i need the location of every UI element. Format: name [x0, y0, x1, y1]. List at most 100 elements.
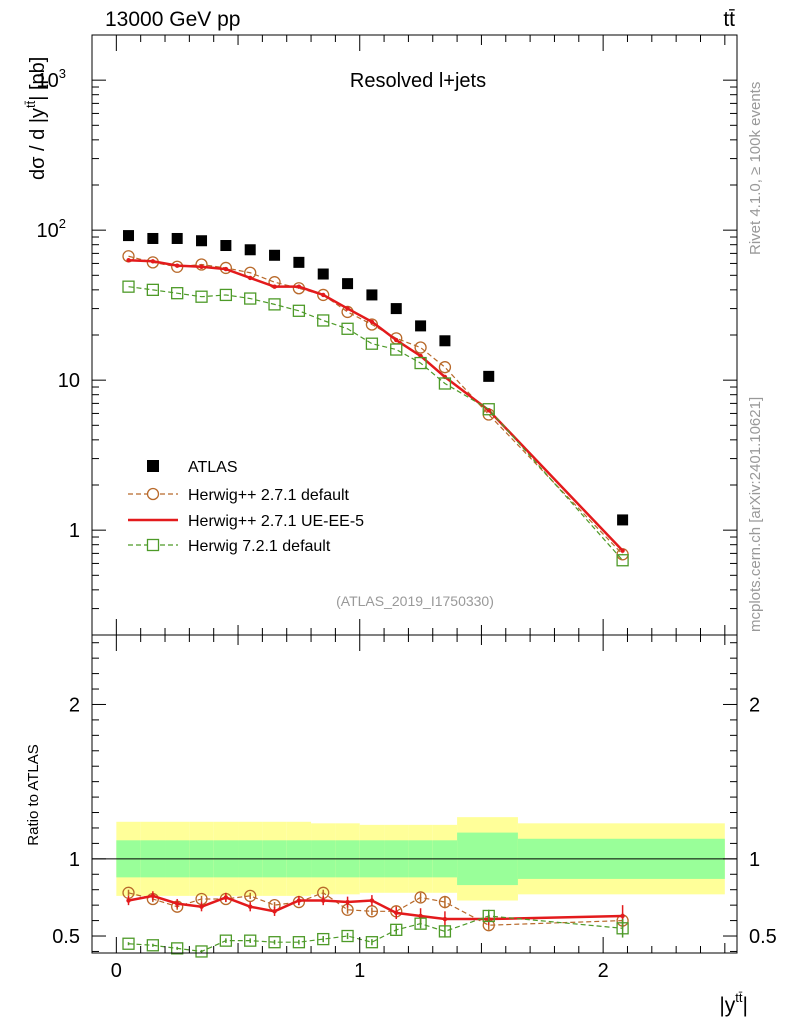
atlas-data-point: [171, 232, 183, 244]
ratio-herwig7-point: [244, 934, 257, 947]
main-ylabel-text: dσ / d |y: [27, 108, 49, 180]
main-ylabel-unit: | [pb]: [27, 57, 49, 101]
x-axis-label: |ytt̄|: [719, 990, 748, 1017]
main-series-line: [128, 259, 624, 552]
ratio-series-line: [128, 892, 623, 926]
ratio-herwig7-point: [616, 922, 629, 935]
ratio-herwig7-point: [146, 939, 159, 952]
legend-square-marker: [146, 538, 160, 552]
ratio-panel: 0.5 0.5 1 1 2 2 0 1 2 Ratio to ATLAS: [25, 634, 777, 982]
main-y-tick-exp: 3: [59, 66, 66, 81]
herwig7-point: [341, 322, 354, 335]
chart-title: Resolved l+jets: [350, 70, 486, 92]
ratio-herwig7-point: [365, 936, 379, 949]
atlas-data-point: [366, 289, 378, 301]
ratio-herwig7-point: [341, 929, 354, 943]
ue-ee5-point: [620, 548, 625, 553]
herwig-default-point: [438, 361, 452, 374]
ue-ee5-point: [248, 275, 253, 281]
atlas-data-point: [147, 232, 159, 244]
ratio-plot-content: [92, 817, 737, 958]
ratio-ue-ee5-point: [248, 904, 253, 909]
atlas-data-point: [415, 320, 427, 332]
ue-ee5-point: [321, 292, 326, 298]
ratio-herwig-default-point: [414, 891, 427, 904]
ratio-ue-ee5-point: [126, 898, 131, 903]
ue-ee5-point: [126, 258, 131, 263]
atlas-data-point: [269, 249, 281, 261]
xlabel-text: |y: [719, 994, 735, 1017]
ue-ee5-point: [199, 264, 204, 269]
legend-label-0: ATLAS: [188, 459, 238, 476]
ratio-herwig7-point: [171, 942, 184, 955]
analysis-id-label: (ATLAS_2019_I1750330): [336, 593, 494, 609]
ratio-series-line: [128, 915, 623, 953]
ue-ee5-point: [272, 284, 277, 289]
ue-ee5-point: [296, 284, 302, 289]
ratio-herwig7-point: [390, 923, 403, 936]
ratio-series-2: [122, 909, 629, 958]
main-ylabel-sup: tt̄: [23, 100, 38, 108]
main-y-tick-base: 10: [37, 70, 59, 92]
ratio-ue-ee5-point: [199, 904, 204, 909]
herwig7-point: [244, 292, 257, 305]
ratio-y-tick-label-right: 0.5: [749, 926, 777, 948]
rivet-version-label: Rivet 4.1.0, ≥ 100k events: [747, 82, 764, 255]
legend-label-2: Herwig++ 2.7.1 UE-EE-5: [188, 513, 364, 530]
ratio-ue-ee5-point: [174, 901, 180, 906]
x-tick-label: 1: [354, 960, 365, 982]
ratio-herwig7-point: [292, 936, 306, 949]
atlas-data-point: [483, 370, 495, 382]
herwig7-point: [268, 298, 281, 311]
ue-ee5-point: [174, 263, 180, 268]
xlabel-end: |: [743, 994, 748, 1017]
atlas-data-point: [317, 268, 329, 280]
ratio-herwig7-point: [219, 934, 233, 947]
herwig7-point: [195, 290, 208, 303]
ratio-herwig7-point: [482, 909, 495, 923]
main-series-3: [122, 280, 629, 567]
herwig-default-point: [317, 288, 330, 302]
ratio-herwig7-point: [438, 925, 452, 938]
main-y-tick-label: 103: [37, 66, 66, 92]
legend-label-1: Herwig++ 2.7.1 default: [188, 487, 350, 504]
herwig7-point: [171, 287, 184, 300]
herwig7-point: [414, 356, 427, 370]
ratio-y-tick-label-left: 1: [69, 849, 80, 871]
ratio-y-tick-label-left: 0.5: [52, 926, 80, 948]
herwig7-point: [482, 403, 495, 416]
ratio-y-axis-label: Ratio to ATLAS: [25, 744, 42, 845]
mcplots-label: mcplots.cern.ch [arXiv:2401.10621]: [747, 397, 764, 632]
ratio-herwig7-point: [268, 936, 281, 949]
main-series-line: [128, 255, 624, 555]
ratio-ue-ee5-point: [418, 913, 423, 919]
atlas-data-point: [123, 230, 135, 242]
herwig7-point: [438, 377, 452, 390]
atlas-data-point: [220, 240, 232, 252]
atlas-data-point: [342, 278, 354, 290]
atlas-data-point: [293, 256, 305, 268]
ratio-ue-ee5-point: [442, 916, 448, 922]
x-tick-label: 2: [598, 960, 609, 982]
herwig7-point: [390, 343, 403, 356]
ratio-ue-ee5-point: [296, 898, 302, 903]
herwig7-point: [292, 304, 306, 317]
herwig-default-point: [195, 258, 208, 271]
ue-ee5-point: [345, 306, 350, 311]
legend-circle-marker: [146, 487, 160, 501]
ue-ee5-point: [150, 259, 156, 264]
herwig7-point: [616, 554, 629, 567]
ratio-herwig7-point: [317, 932, 330, 946]
main-series-line: [128, 286, 624, 561]
atlas-data-point: [196, 235, 208, 247]
main-y-tick-label: 10: [58, 370, 80, 392]
legend-atlas-marker: [147, 460, 159, 472]
ratio-series-line: [128, 894, 623, 921]
ratio-herwig7-point: [195, 945, 208, 958]
ratio-ue-ee5-point: [620, 913, 625, 919]
ue-ee5-point: [394, 337, 399, 343]
ratio-axes: 0.5 0.5 1 1 2 2 0 1 2: [52, 635, 777, 982]
ratio-ue-ee5-point: [272, 909, 277, 914]
ratio-ue-ee5-point: [223, 895, 229, 900]
